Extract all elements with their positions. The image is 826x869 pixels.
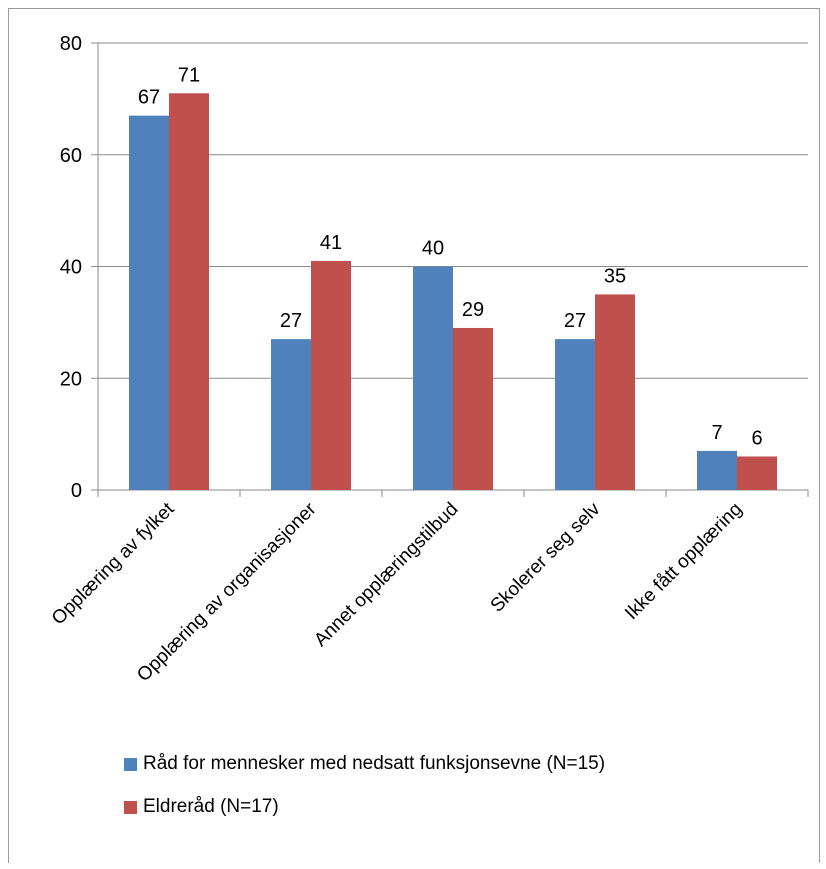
legend-label-series-1: Råd for mennesker med nedsatt funksjonse… <box>143 753 606 774</box>
category-label: Annet opplæringstilbud <box>310 499 462 651</box>
legend-label-series-2: Eldreråd (N=17) <box>143 796 279 817</box>
y-tick-label: 40 <box>60 257 82 279</box>
data-label: 67 <box>138 87 160 109</box>
legend-swatch-series-2 <box>124 800 137 814</box>
data-label: 7 <box>711 422 722 444</box>
category-label: Ikke fått opplæring <box>621 499 746 624</box>
data-label: 40 <box>422 238 444 260</box>
data-labels: 67 71 27 41 40 29 27 35 7 6 <box>138 64 763 449</box>
data-label: 6 <box>751 427 762 449</box>
bars <box>129 93 777 490</box>
bar <box>169 93 209 490</box>
bar <box>737 456 777 490</box>
category-label: Skolerer seg selv <box>487 498 605 616</box>
category-label: Opplæring av fylket <box>48 498 179 629</box>
y-tick-label: 80 <box>60 33 82 55</box>
data-label: 41 <box>320 232 342 254</box>
bar <box>595 294 635 490</box>
bar <box>453 327 493 490</box>
y-tick-label: 60 <box>60 145 82 167</box>
bar <box>311 260 351 490</box>
data-label: 71 <box>178 64 200 86</box>
bar <box>555 339 595 490</box>
y-tick-label: 20 <box>60 368 82 390</box>
data-label: 27 <box>564 310 586 332</box>
bar <box>697 450 737 490</box>
legend-item-series-1: Råd for mennesker med nedsatt funksjonse… <box>124 752 605 776</box>
legend: Råd for mennesker med nedsatt funksjonse… <box>124 752 605 838</box>
y-tick-labels: 0 20 40 60 80 <box>60 33 82 502</box>
legend-swatch-series-1 <box>124 757 137 771</box>
bar <box>271 339 311 490</box>
data-label: 27 <box>280 310 302 332</box>
chart-frame <box>8 8 820 863</box>
data-label: 29 <box>462 299 484 321</box>
bar <box>129 115 169 490</box>
y-tick-label: 0 <box>71 480 82 502</box>
data-label: 35 <box>604 265 626 287</box>
legend-item-series-2: Eldreråd (N=17) <box>124 795 605 819</box>
bar <box>413 266 453 490</box>
